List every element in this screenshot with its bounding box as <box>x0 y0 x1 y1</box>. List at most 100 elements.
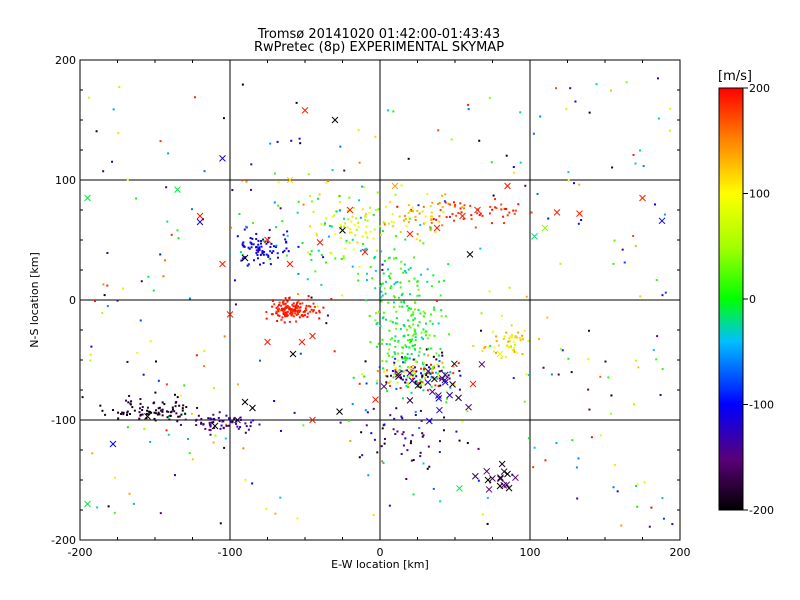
data-point <box>406 382 409 385</box>
y-tick-label: -100 <box>51 414 76 427</box>
data-point <box>364 360 367 363</box>
data-point <box>397 370 400 373</box>
data-point <box>269 250 272 253</box>
data-point <box>495 340 498 343</box>
data-point <box>358 382 361 385</box>
data-point <box>142 373 145 376</box>
data-point <box>176 229 179 232</box>
data-point <box>400 300 403 303</box>
data-point <box>447 333 450 336</box>
data-point <box>331 169 334 172</box>
data-point <box>432 355 435 358</box>
data-point <box>444 193 447 196</box>
data-point <box>284 315 287 318</box>
data-point <box>313 305 316 308</box>
data-point <box>392 295 395 298</box>
data-point <box>126 360 129 363</box>
data-point <box>669 107 672 110</box>
marker-stroke <box>219 155 226 162</box>
data-point <box>356 241 359 244</box>
data-point <box>276 252 279 255</box>
data-point <box>430 347 433 350</box>
data-marker-x <box>219 155 226 162</box>
data-point <box>395 387 398 390</box>
data-point <box>389 380 392 383</box>
data-point <box>195 354 198 357</box>
data-point <box>434 371 437 374</box>
data-point <box>389 200 392 203</box>
data-point <box>671 523 674 526</box>
data-marker-x <box>414 382 422 389</box>
data-point <box>418 320 421 323</box>
data-point <box>309 305 312 308</box>
marker-stroke <box>431 375 438 383</box>
data-point <box>440 369 443 372</box>
data-point <box>270 242 273 245</box>
data-point <box>242 241 245 244</box>
data-point <box>448 377 451 380</box>
data-point <box>527 437 530 440</box>
data-point <box>170 233 173 236</box>
data-point <box>178 415 181 418</box>
data-point <box>610 412 613 415</box>
marker-stroke <box>483 467 491 475</box>
data-point <box>447 374 450 377</box>
data-point <box>668 129 671 132</box>
data-point <box>427 366 430 369</box>
colorbar-tick-label: -200 <box>749 504 774 517</box>
data-point <box>301 313 304 316</box>
data-point <box>343 222 346 225</box>
data-point <box>462 207 465 210</box>
data-point <box>347 218 350 221</box>
data-point <box>411 377 414 380</box>
data-point <box>89 359 92 362</box>
data-point <box>530 211 533 214</box>
data-point <box>255 232 258 235</box>
data-point <box>427 445 430 448</box>
marker-stroke <box>196 212 204 220</box>
data-point <box>590 436 593 439</box>
data-point <box>659 393 662 396</box>
data-point <box>295 320 298 323</box>
x-tick-label: -200 <box>68 546 93 559</box>
data-point <box>412 323 415 326</box>
data-point <box>414 336 417 339</box>
data-point <box>301 241 304 244</box>
data-point <box>426 280 429 283</box>
data-point <box>430 385 433 388</box>
data-point <box>286 310 289 313</box>
data-point <box>613 464 616 467</box>
data-point <box>279 496 282 499</box>
data-point <box>397 340 400 343</box>
data-point <box>544 459 547 462</box>
y-axis-label: N-S location [km] <box>28 252 41 348</box>
data-point <box>394 335 397 338</box>
data-point <box>402 219 405 222</box>
data-point <box>369 206 372 209</box>
data-point <box>648 525 651 528</box>
data-point <box>423 372 426 375</box>
data-point <box>384 374 387 377</box>
data-point <box>361 373 364 376</box>
data-point <box>357 279 360 282</box>
data-point <box>490 161 493 164</box>
data-point <box>490 222 493 225</box>
data-point <box>409 307 412 310</box>
data-point <box>421 375 424 378</box>
data-point <box>225 414 228 417</box>
data-point <box>375 345 378 348</box>
data-point <box>275 307 278 310</box>
data-point <box>277 180 280 183</box>
data-point <box>637 366 640 369</box>
data-point <box>131 406 134 409</box>
data-point <box>401 305 404 308</box>
data-marker-x <box>84 500 91 508</box>
data-point <box>376 191 379 194</box>
data-point <box>407 309 410 312</box>
data-point <box>285 247 288 250</box>
data-point <box>461 420 464 423</box>
data-point <box>106 284 109 287</box>
data-point <box>507 340 510 343</box>
data-point <box>107 505 110 508</box>
data-point <box>439 347 442 350</box>
